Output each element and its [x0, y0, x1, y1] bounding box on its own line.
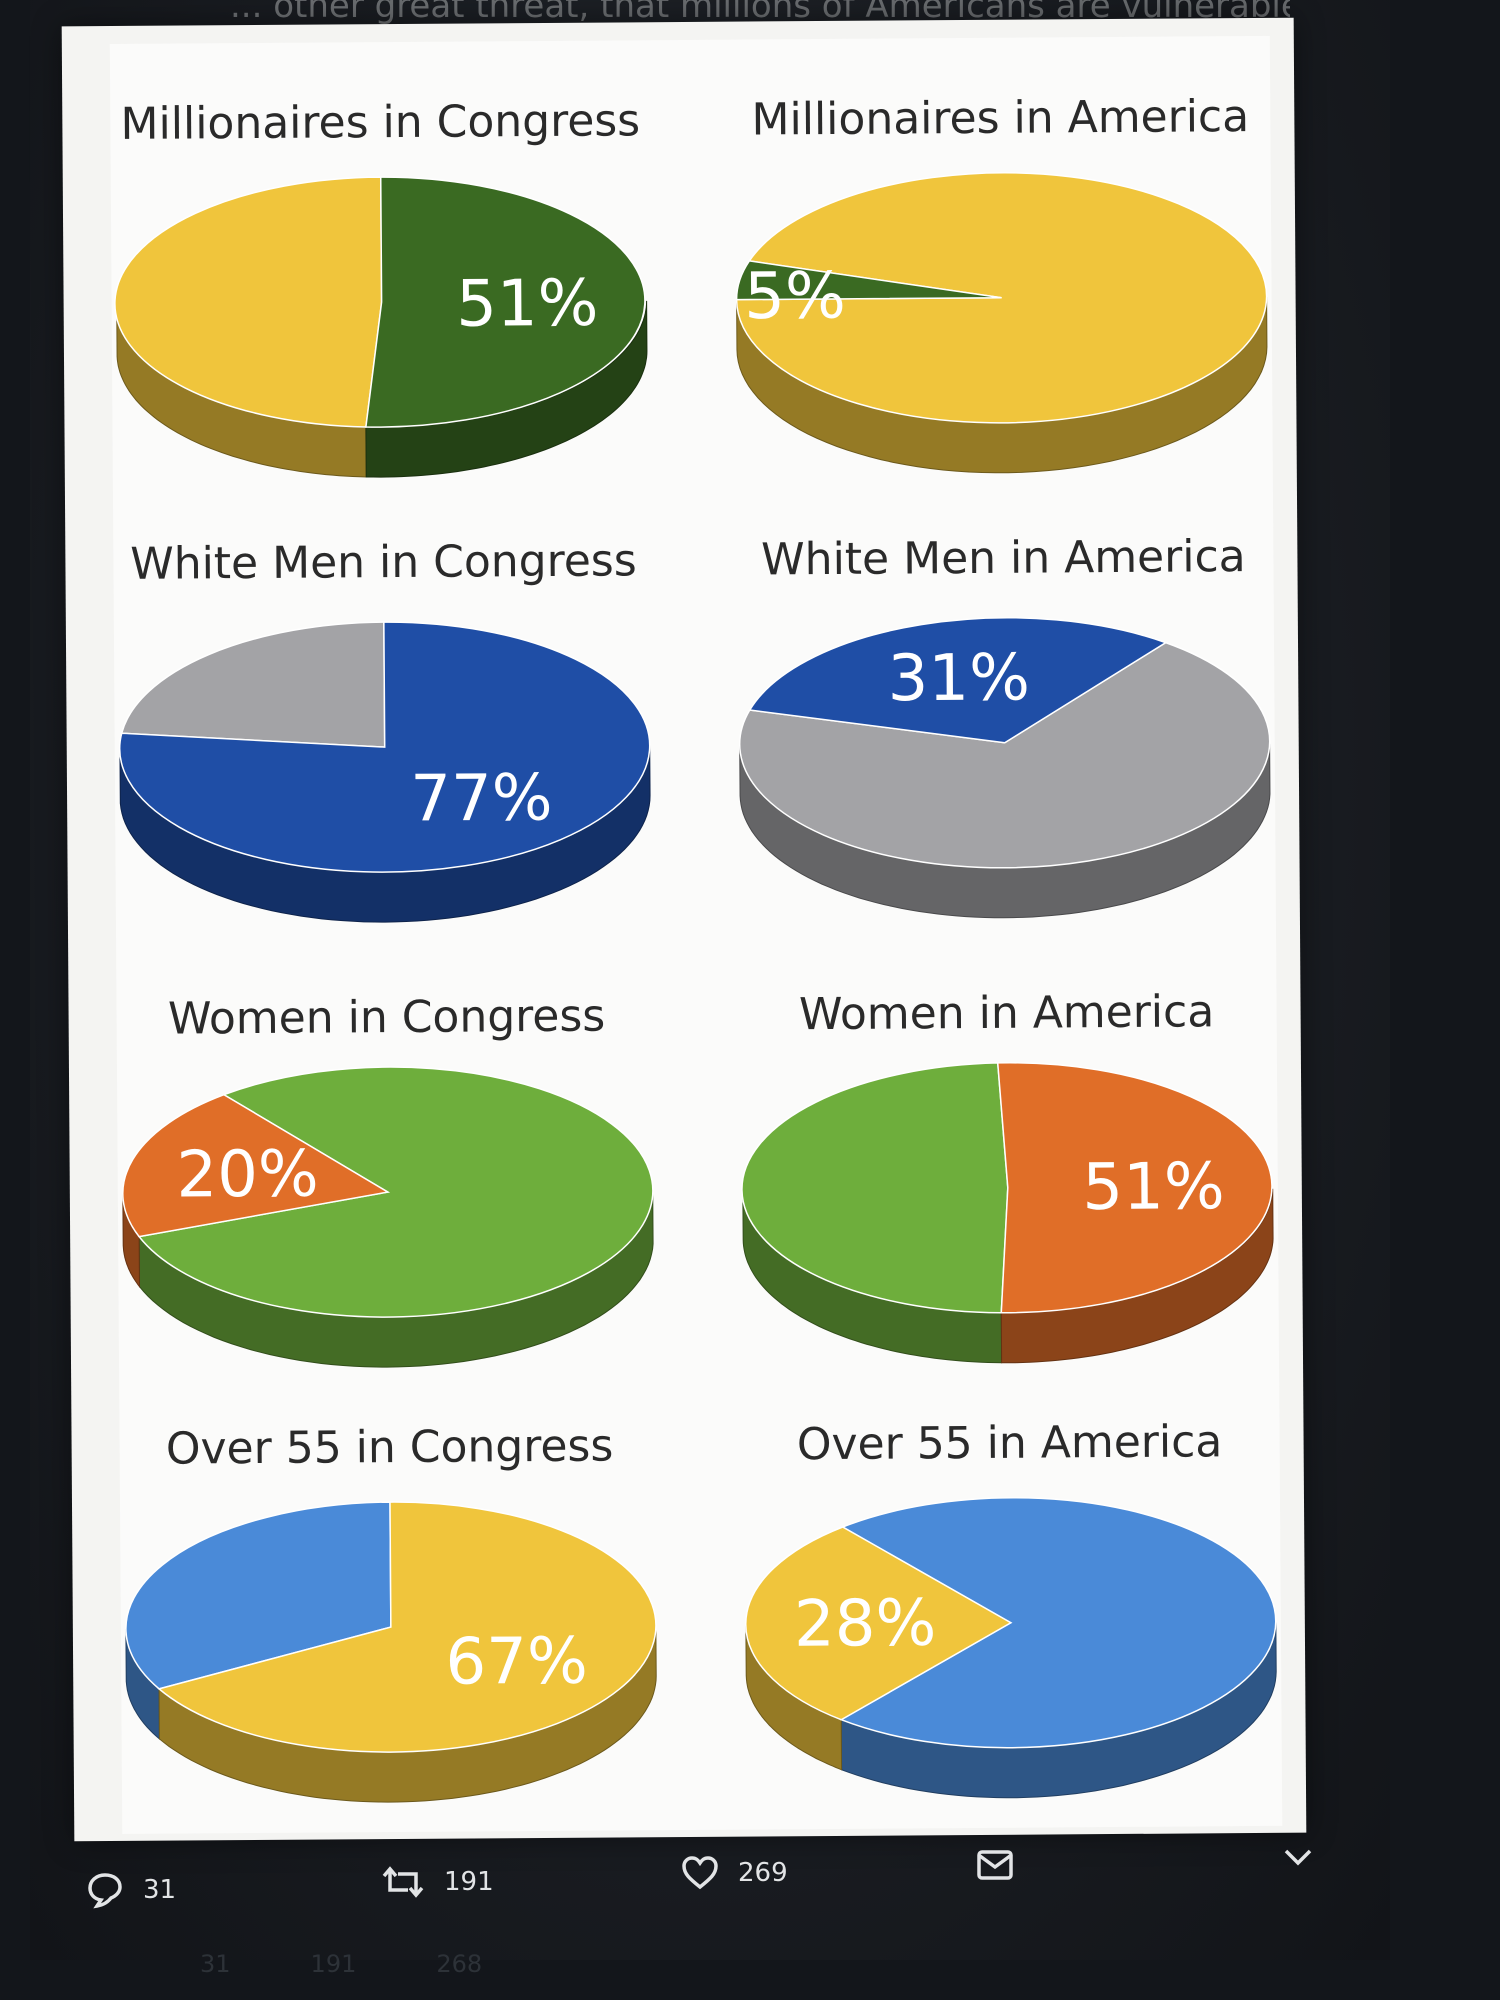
chart-title: Women in Congress — [168, 991, 606, 1045]
like-count: 269 — [738, 1858, 788, 1888]
pie-slice-share — [157, 1501, 657, 1753]
reply-button[interactable]: 31 — [85, 1870, 176, 1910]
chart-title: Millionaires in America — [751, 91, 1249, 145]
chart-title: Women in America — [799, 986, 1215, 1040]
pie-percent-label: 28% — [794, 1587, 937, 1662]
pie-percent-label: 20% — [176, 1138, 319, 1213]
pie-chart-6: Women in America 51% — [741, 986, 1274, 1364]
pie-percent-label: 67% — [445, 1625, 588, 1700]
pie-slice-share — [745, 1526, 1013, 1721]
chart-title: Over 55 in Congress — [166, 1421, 614, 1475]
ghost-retweet-count: 191 — [310, 1950, 357, 1978]
envelope-icon — [977, 1850, 1013, 1880]
infographic: Millionaires in Congress 51% Millionaires … — [109, 35, 1283, 1834]
pie-slice-rest — [120, 621, 386, 748]
pie-slice-rest — [739, 641, 1271, 869]
reply-icon — [88, 1873, 122, 1909]
ghost-reply-count: 31 — [200, 1950, 231, 1978]
pie-chart-2: Millionaires in America 5% — [735, 91, 1268, 474]
pie-slice-rest — [114, 176, 383, 428]
pie-chart-3: White Men in Congress 77% — [119, 535, 651, 923]
pie-percent-label: 77% — [410, 762, 553, 837]
pie-side-share — [365, 300, 648, 478]
pie-chart-5: Women in Congress 20% — [122, 991, 654, 1368]
chart-title: White Men in Congress — [130, 535, 637, 590]
pie-slice-share — [996, 1062, 1273, 1314]
reply-count: 31 — [143, 1875, 177, 1905]
image-card[interactable]: Millionaires in Congress 51% Millionaires … — [61, 17, 1307, 1842]
pie-slice-share — [119, 621, 651, 873]
pie-slice-share — [365, 176, 646, 428]
more-options-button[interactable] — [1280, 1843, 1316, 1873]
chevron-down-icon — [1284, 1849, 1312, 1866]
chart-title: White Men in America — [761, 531, 1246, 585]
pie-chart-8: Over 55 in America 28% — [745, 1416, 1277, 1799]
chart-title: Over 55 in America — [797, 1416, 1223, 1470]
pie-slice-rest — [137, 1066, 654, 1318]
pie-slice-rest — [741, 1062, 1009, 1314]
direct-message-button[interactable] — [975, 1847, 1015, 1883]
pie-percent-label: 31% — [887, 641, 1030, 716]
pie-slice-rest — [839, 1496, 1277, 1749]
pie-percent-label: 51% — [1082, 1150, 1225, 1225]
reflected-action-bar: 31 191 268 — [200, 1950, 900, 1990]
pie-percent-label: 5% — [744, 259, 846, 334]
retweet-button[interactable]: 191 — [380, 1862, 494, 1902]
chart-title: Millionaires in Congress — [120, 95, 640, 150]
pie-slice-share — [122, 1093, 390, 1238]
heart-icon — [682, 1856, 718, 1890]
ghost-like-count: 268 — [436, 1950, 483, 1978]
pie-chart-grid: Millionaires in Congress51%Millionaires … — [114, 91, 1277, 1803]
pie-slice-share — [735, 260, 1002, 301]
pie-slice-share — [748, 617, 1168, 744]
pie-chart-7: Over 55 in Congress 67% — [125, 1421, 657, 1803]
pie-percent-label: 51% — [456, 267, 599, 342]
tweet-action-bar: 31 191 269 — [60, 1845, 1360, 1915]
retweet-count: 191 — [444, 1867, 494, 1897]
like-button[interactable]: 269 — [680, 1853, 788, 1893]
retweet-icon — [382, 1866, 424, 1898]
pie-chart-4: White Men in America 31% — [739, 531, 1271, 919]
pie-slice-rest — [125, 1501, 392, 1690]
pie-chart-1: Millionaires in Congress 51% — [114, 95, 648, 478]
